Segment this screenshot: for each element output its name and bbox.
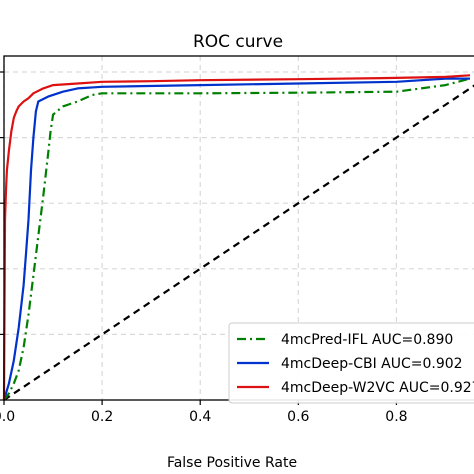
legend-box bbox=[228, 322, 474, 404]
x-tick-label: 0.4 bbox=[189, 409, 211, 425]
legend-label-cbi: 4mcDeep-CBI AUC=0.902 bbox=[281, 356, 463, 372]
x-axis-label: False Positive Rate bbox=[167, 455, 297, 471]
x-tick-label: 0.2 bbox=[91, 409, 113, 425]
x-tick-label: 0.6 bbox=[287, 409, 309, 425]
diagonal-reference bbox=[3, 84, 474, 401]
axis-ticks: 0.0 0.2 0.4 0.6 0.8 bbox=[0, 71, 408, 425]
grid-lines bbox=[3, 56, 474, 400]
legend-label-ifl: 4mcPred-IFL AUC=0.890 bbox=[281, 332, 453, 348]
series-line-cbi bbox=[2, 77, 470, 401]
chart-title: ROC curve bbox=[193, 32, 283, 52]
legend-label-w2vc: 4mcDeep-W2VC AUC=0.927 bbox=[281, 380, 474, 396]
legend: 4mcPred-IFL AUC=0.890 4mcDeep-CBI AUC=0.9… bbox=[228, 322, 474, 404]
diagonal-line bbox=[3, 84, 474, 401]
x-tick-label: 0.8 bbox=[385, 409, 407, 425]
series-line-w2vc bbox=[2, 74, 471, 401]
roc-series bbox=[2, 74, 471, 401]
series-line-ifl bbox=[3, 77, 471, 401]
x-tick-label: 0.0 bbox=[0, 409, 15, 425]
